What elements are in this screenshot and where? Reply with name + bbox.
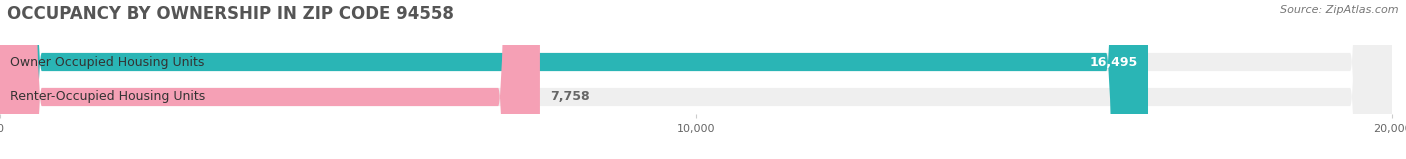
Text: Renter-Occupied Housing Units: Renter-Occupied Housing Units <box>10 90 205 104</box>
Text: Source: ZipAtlas.com: Source: ZipAtlas.com <box>1281 5 1399 15</box>
FancyBboxPatch shape <box>0 0 1149 159</box>
Text: 7,758: 7,758 <box>550 90 591 104</box>
Text: Owner Occupied Housing Units: Owner Occupied Housing Units <box>10 55 205 69</box>
Text: OCCUPANCY BY OWNERSHIP IN ZIP CODE 94558: OCCUPANCY BY OWNERSHIP IN ZIP CODE 94558 <box>7 5 454 23</box>
FancyBboxPatch shape <box>0 0 540 159</box>
Text: 16,495: 16,495 <box>1090 55 1137 69</box>
